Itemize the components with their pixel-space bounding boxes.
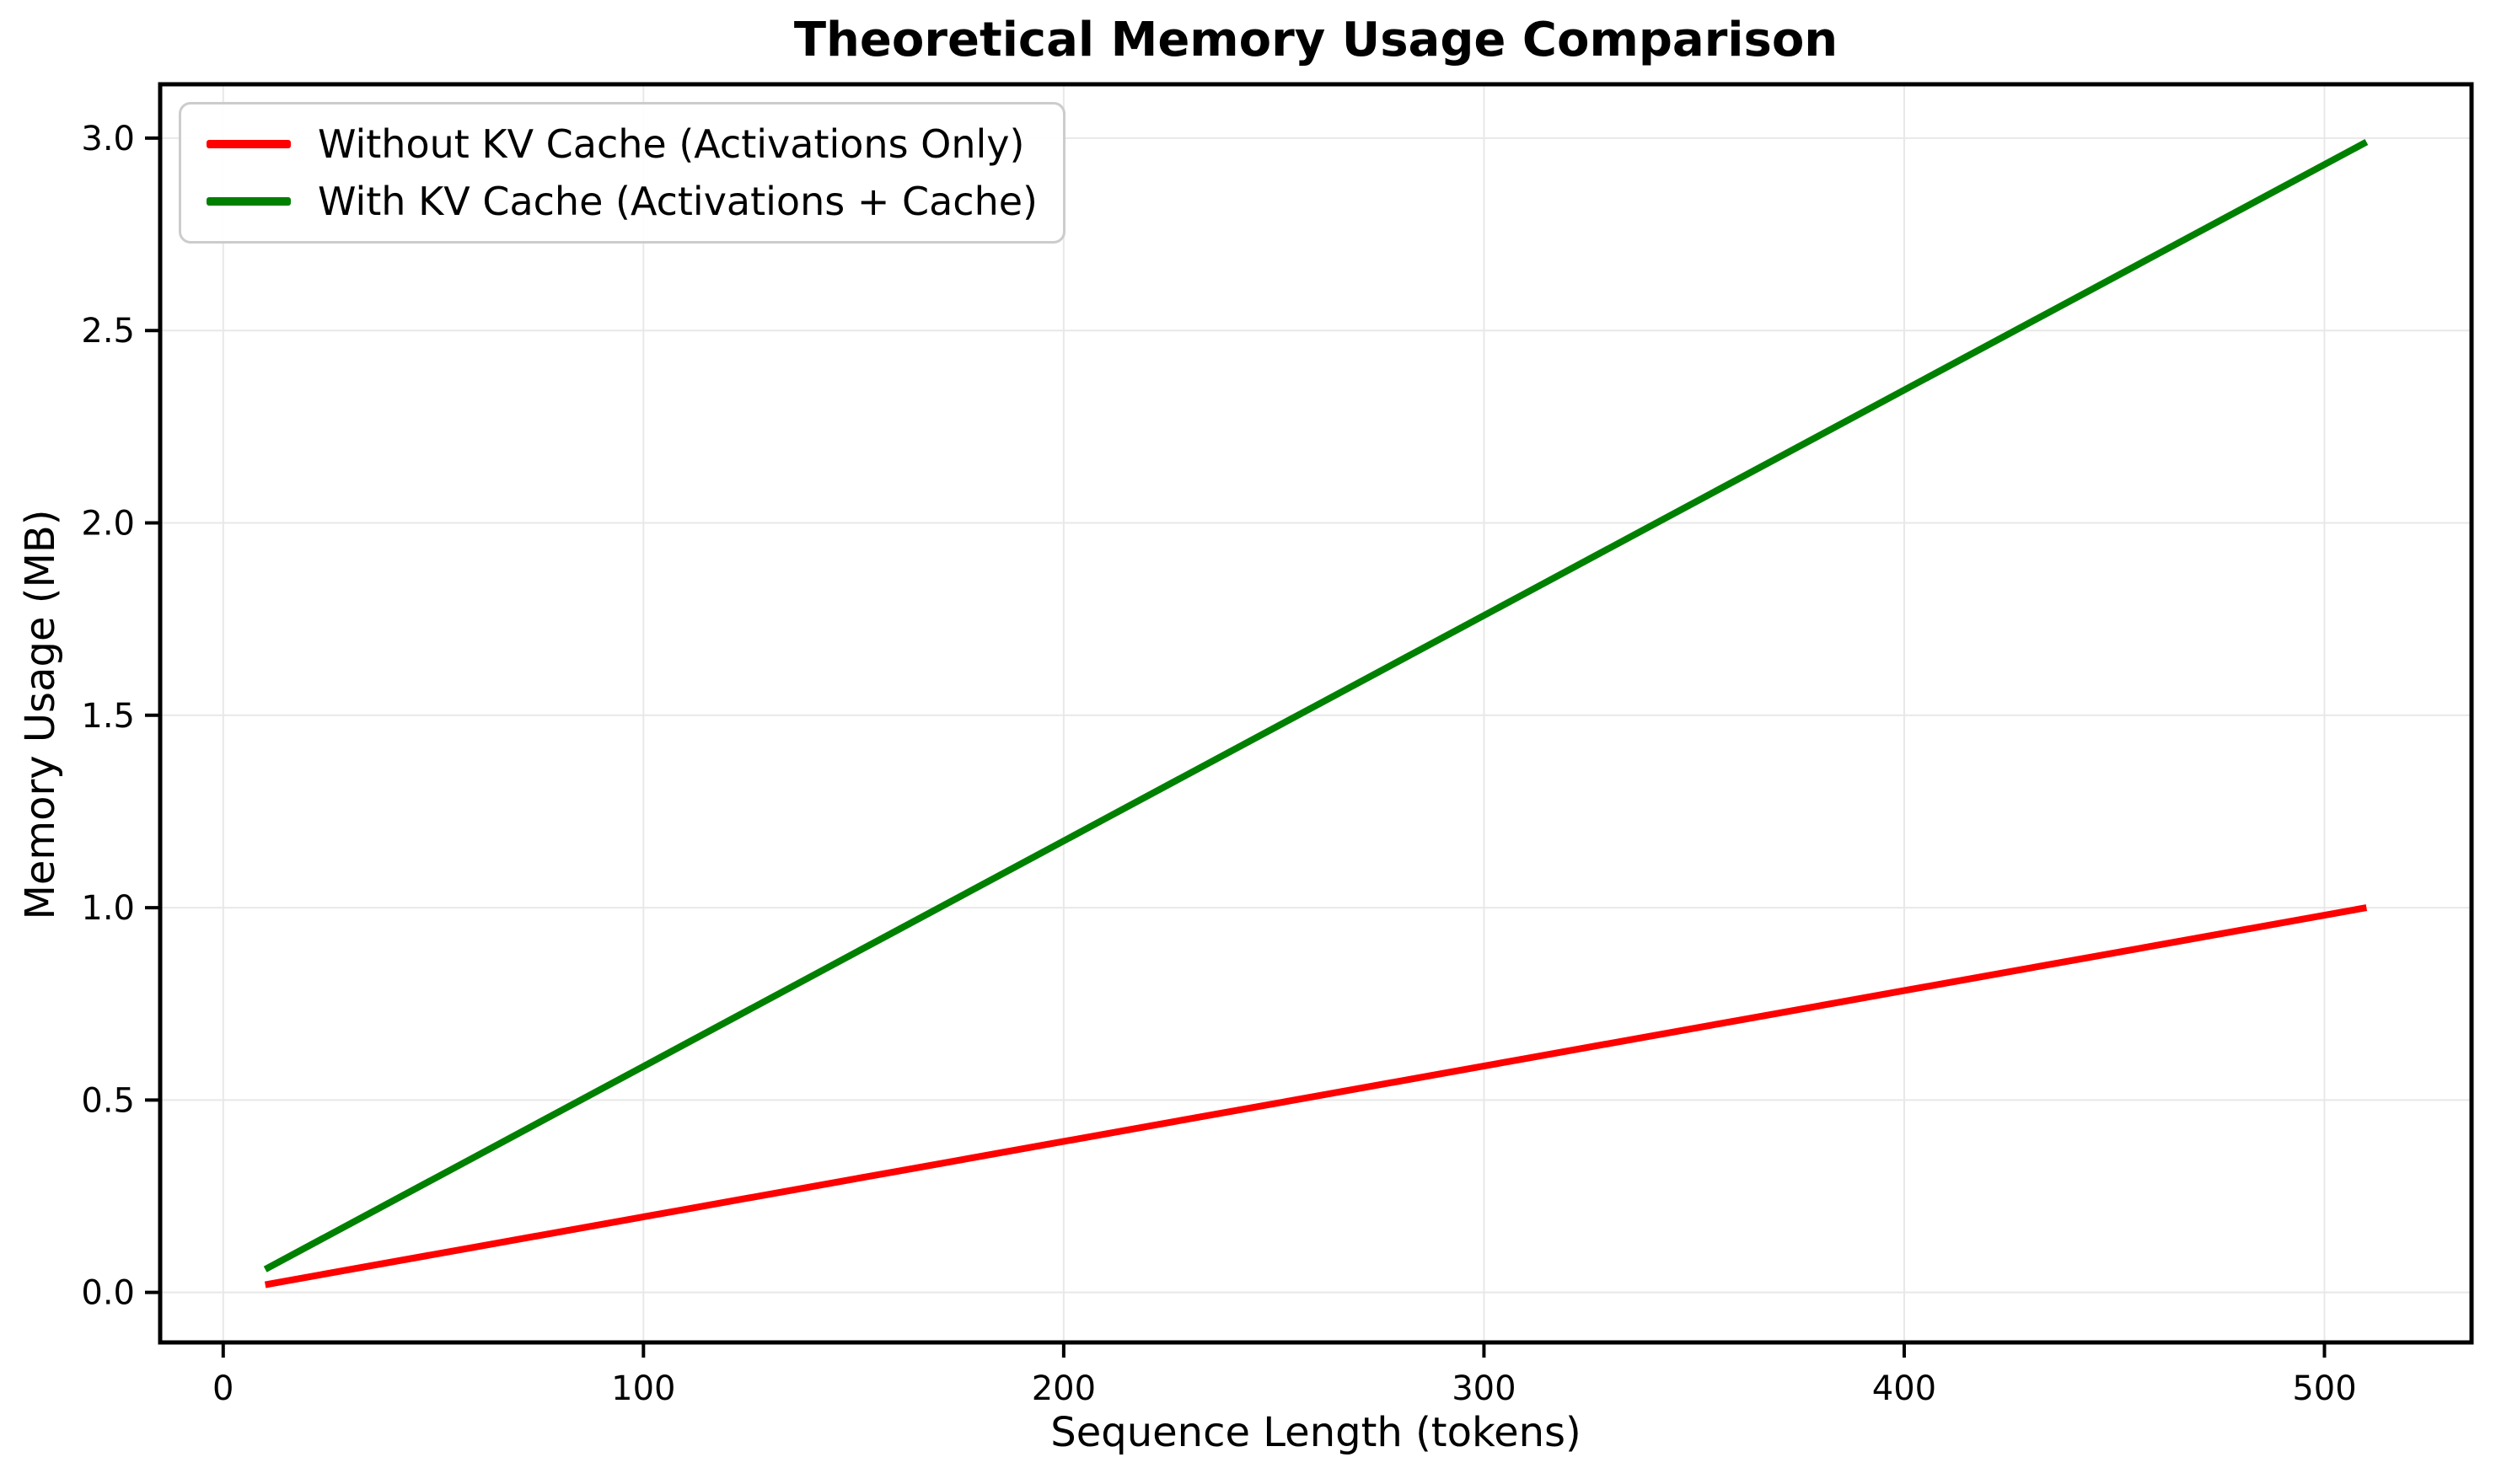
x-tick-label: 500 bbox=[2292, 1369, 2356, 1408]
y-tick-label: 3.0 bbox=[81, 120, 135, 158]
x-tick-label: 0 bbox=[212, 1369, 233, 1408]
chart-title: Theoretical Memory Usage Comparison bbox=[793, 13, 1838, 67]
legend-row: Without KV Cache (Activations Only) bbox=[207, 120, 1038, 169]
y-tick-label: 1.5 bbox=[81, 697, 135, 736]
y-tick-label: 1.0 bbox=[81, 889, 135, 928]
legend-label-without-kv-cache: Without KV Cache (Activations Only) bbox=[318, 121, 1025, 167]
legend-label-with-kv-cache: With KV Cache (Activations + Cache) bbox=[318, 179, 1038, 224]
x-tick-label: 200 bbox=[1032, 1369, 1096, 1408]
series-line-1 bbox=[263, 138, 2369, 1272]
legend: Without KV Cache (Activations Only) With… bbox=[179, 102, 1065, 244]
y-tick-label: 2.5 bbox=[81, 312, 135, 351]
x-tick-label: 400 bbox=[1872, 1369, 1936, 1408]
x-axis-label: Sequence Length (tokens) bbox=[1050, 1409, 1581, 1456]
x-tick-label: 100 bbox=[611, 1369, 675, 1408]
legend-swatch-without-kv-cache bbox=[207, 140, 291, 148]
y-tick-label: 0.0 bbox=[81, 1274, 135, 1313]
y-tick-label: 0.5 bbox=[81, 1081, 135, 1120]
legend-row: With KV Cache (Activations + Cache) bbox=[207, 177, 1038, 226]
series-line-0 bbox=[264, 904, 2368, 1288]
y-tick-label: 2.0 bbox=[81, 504, 135, 543]
y-axis-label: Memory Usage (MB) bbox=[17, 509, 64, 920]
legend-swatch-with-kv-cache bbox=[207, 197, 291, 206]
plot-border bbox=[158, 82, 2474, 1345]
x-tick-label: 300 bbox=[1452, 1369, 1516, 1408]
